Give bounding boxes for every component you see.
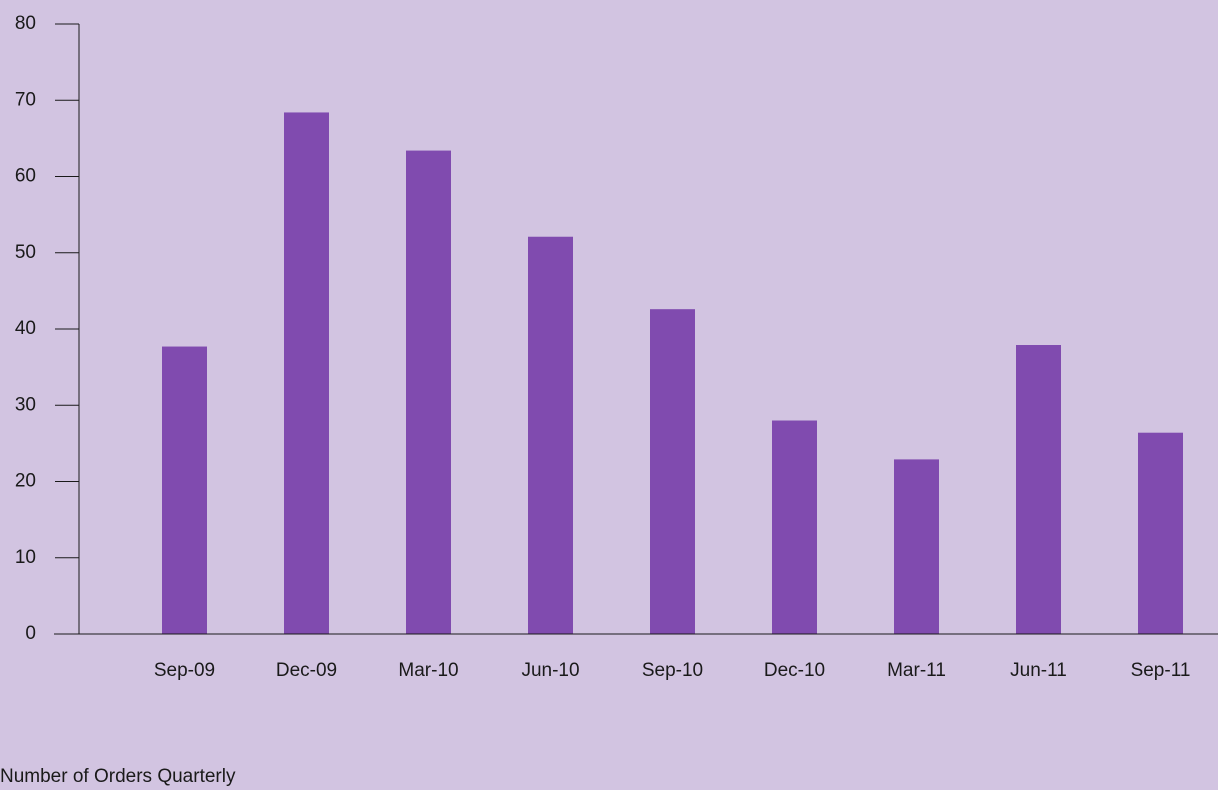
x-tick-label: Mar-11 — [887, 660, 946, 681]
x-tick-label: Dec-09 — [276, 660, 337, 681]
x-tick-label: Mar-10 — [398, 660, 458, 681]
bar — [772, 420, 817, 634]
bar — [406, 150, 451, 634]
y-tick-label: 80 — [15, 13, 36, 34]
bar — [1016, 345, 1061, 634]
bar — [1138, 432, 1183, 634]
bar — [894, 459, 939, 634]
y-tick-label: 20 — [15, 471, 36, 492]
x-tick-label: Sep-09 — [154, 660, 215, 681]
y-tick-label: 40 — [15, 318, 36, 339]
x-tick-label: Sep-10 — [642, 660, 703, 681]
x-tick-label: Jun-11 — [1010, 660, 1067, 681]
chart-caption: Number of Orders Quarterly — [0, 766, 236, 787]
bar — [650, 309, 695, 634]
bar — [162, 346, 207, 634]
x-tick-label: Jun-10 — [521, 660, 579, 681]
y-tick-label: 60 — [15, 166, 36, 187]
x-axis: Sep-09 Dec-09 Mar-10 Jun-10 Sep-10 Dec-10 Mar-… — [54, 633, 1218, 681]
x-tick-label: Dec-10 — [764, 660, 825, 681]
y-tick-label: 0 — [25, 623, 36, 644]
y-axis: 0 10 20 30 40 50 60 70 80 — [15, 13, 80, 644]
bar — [528, 236, 573, 635]
y-tick-label: 70 — [15, 89, 36, 110]
x-tick-label: Sep-11 — [1131, 660, 1191, 681]
bar — [284, 112, 329, 634]
bars — [162, 112, 1183, 635]
y-tick-label: 10 — [15, 547, 36, 568]
y-tick-label: 30 — [15, 394, 36, 415]
y-tick-label: 50 — [15, 242, 36, 263]
